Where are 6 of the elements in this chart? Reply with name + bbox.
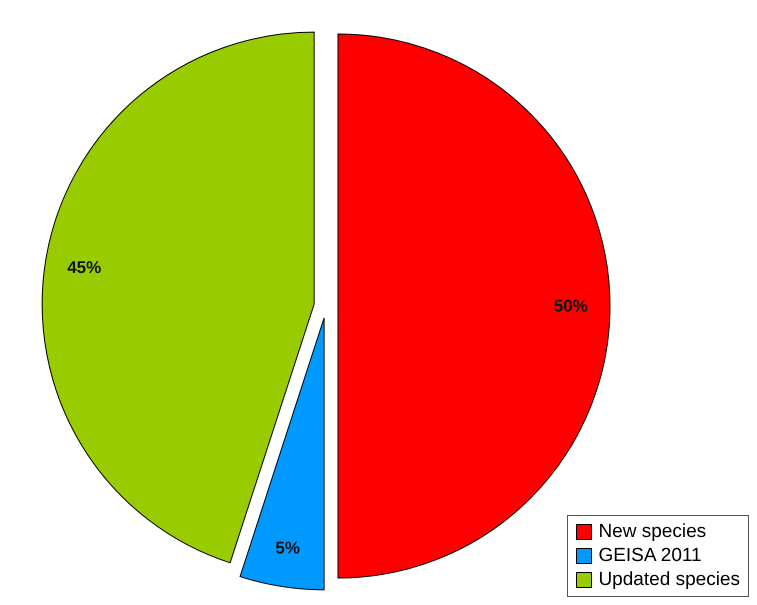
legend-label: GEISA 2011 <box>598 544 702 568</box>
data-label: 5% <box>275 538 300 558</box>
legend-label: New species <box>598 520 706 544</box>
data-label: 45% <box>67 258 102 278</box>
legend-label: Updated species <box>598 568 740 592</box>
data-label: 50% <box>554 296 588 316</box>
